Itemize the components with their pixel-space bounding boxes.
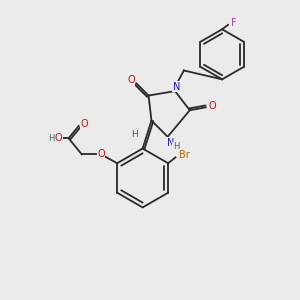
Text: Br: Br [179, 150, 190, 160]
Text: H: H [48, 134, 54, 143]
Text: O: O [208, 101, 216, 111]
Text: N: N [173, 82, 180, 92]
Text: H: H [131, 130, 138, 139]
Text: O: O [97, 149, 105, 159]
Text: F: F [230, 18, 236, 28]
Text: O: O [54, 133, 62, 143]
Text: O: O [80, 119, 88, 129]
Text: O: O [127, 75, 135, 85]
Text: N: N [167, 138, 174, 148]
Text: H: H [173, 142, 179, 151]
